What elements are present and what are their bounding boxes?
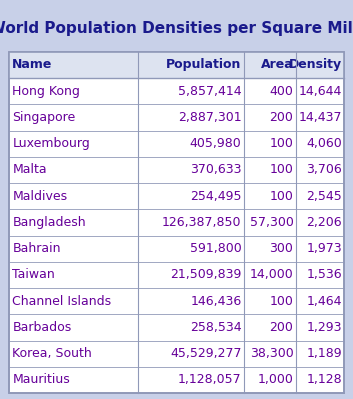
Text: Bahrain: Bahrain xyxy=(12,242,61,255)
Text: 21,509,839: 21,509,839 xyxy=(170,269,241,281)
Text: 2,206: 2,206 xyxy=(306,216,342,229)
Text: 146,436: 146,436 xyxy=(190,295,241,308)
Text: 370,633: 370,633 xyxy=(190,164,241,176)
Text: Taiwan: Taiwan xyxy=(12,269,55,281)
Text: World Population Densities per Square Mile: World Population Densities per Square Mi… xyxy=(0,22,353,36)
Text: Singapore: Singapore xyxy=(12,111,76,124)
Text: Channel Islands: Channel Islands xyxy=(12,295,112,308)
Text: 100: 100 xyxy=(270,137,293,150)
Text: 1,293: 1,293 xyxy=(306,321,342,334)
Text: 14,644: 14,644 xyxy=(299,85,342,98)
Text: Name: Name xyxy=(12,59,53,71)
Text: 200: 200 xyxy=(270,111,293,124)
Text: Area: Area xyxy=(261,59,293,71)
Text: Density: Density xyxy=(289,59,342,71)
Text: 5,857,414: 5,857,414 xyxy=(178,85,241,98)
Text: 1,464: 1,464 xyxy=(306,295,342,308)
Text: 57,300: 57,300 xyxy=(250,216,293,229)
Text: 38,300: 38,300 xyxy=(250,347,293,360)
Text: 2,545: 2,545 xyxy=(306,190,342,203)
Text: 4,060: 4,060 xyxy=(306,137,342,150)
Text: 405,980: 405,980 xyxy=(190,137,241,150)
Text: 14,437: 14,437 xyxy=(299,111,342,124)
Text: 2,887,301: 2,887,301 xyxy=(178,111,241,124)
Text: 100: 100 xyxy=(270,164,293,176)
Text: 126,387,850: 126,387,850 xyxy=(162,216,241,229)
Text: 591,800: 591,800 xyxy=(190,242,241,255)
Text: 1,189: 1,189 xyxy=(306,347,342,360)
Text: 1,000: 1,000 xyxy=(258,373,293,386)
Text: Barbados: Barbados xyxy=(12,321,72,334)
Text: Maldives: Maldives xyxy=(12,190,67,203)
Text: 3,706: 3,706 xyxy=(306,164,342,176)
FancyBboxPatch shape xyxy=(9,52,344,393)
FancyBboxPatch shape xyxy=(9,52,344,78)
Text: 1,973: 1,973 xyxy=(306,242,342,255)
Text: 254,495: 254,495 xyxy=(190,190,241,203)
Text: 1,128: 1,128 xyxy=(306,373,342,386)
Text: 258,534: 258,534 xyxy=(190,321,241,334)
Text: Bangladesh: Bangladesh xyxy=(12,216,86,229)
Text: Korea, South: Korea, South xyxy=(12,347,92,360)
Text: Population: Population xyxy=(166,59,241,71)
Text: 100: 100 xyxy=(270,295,293,308)
Text: Luxembourg: Luxembourg xyxy=(12,137,90,150)
Text: 300: 300 xyxy=(270,242,293,255)
Text: 45,529,277: 45,529,277 xyxy=(170,347,241,360)
Text: 14,000: 14,000 xyxy=(250,269,293,281)
Text: Mauritius: Mauritius xyxy=(12,373,70,386)
Text: Hong Kong: Hong Kong xyxy=(12,85,80,98)
Text: 1,536: 1,536 xyxy=(306,269,342,281)
Text: 400: 400 xyxy=(270,85,293,98)
Text: 1,128,057: 1,128,057 xyxy=(178,373,241,386)
Text: Malta: Malta xyxy=(12,164,47,176)
Text: 100: 100 xyxy=(270,190,293,203)
Text: 200: 200 xyxy=(270,321,293,334)
